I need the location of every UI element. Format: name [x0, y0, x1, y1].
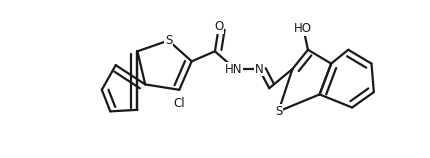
Text: S: S	[165, 34, 172, 47]
Text: Cl: Cl	[173, 97, 185, 110]
Text: O: O	[214, 20, 224, 33]
Text: N: N	[255, 63, 264, 76]
Text: HN: HN	[225, 63, 242, 76]
Text: HO: HO	[294, 22, 312, 35]
Text: S: S	[275, 105, 282, 118]
